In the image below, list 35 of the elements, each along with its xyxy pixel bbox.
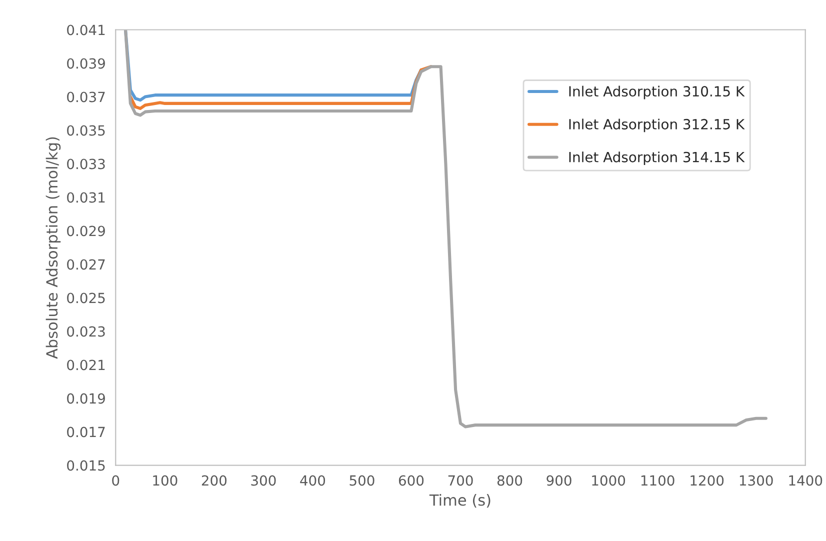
x-tick-label: 600	[398, 475, 424, 486]
x-tick-label: 800	[497, 475, 522, 486]
y-tick-label: 0.035	[67, 125, 105, 136]
y-tick-label: 0.041	[67, 24, 105, 36]
x-tick-label: 0	[112, 475, 120, 486]
x-tick-label: 1400	[789, 475, 822, 486]
x-tick-label: 1300	[740, 475, 773, 486]
y-tick-label: 0.023	[67, 326, 105, 337]
y-tick-label: 0.033	[67, 158, 105, 170]
x-tick-label: 100	[153, 475, 178, 486]
y-tick-label: 0.015	[67, 460, 105, 471]
y-tick-label: 0.025	[67, 292, 105, 304]
y-tick-label: 0.021	[67, 360, 105, 370]
y-tick-label: 0.029	[67, 226, 105, 236]
x-tick-label: 300	[251, 475, 276, 486]
y-tick-label: 0.039	[67, 58, 105, 69]
legend-label: Inlet Adsorption 310.15 K	[569, 86, 745, 100]
x-tick-label: 200	[202, 475, 226, 486]
y-tick-label: 0.031	[67, 192, 105, 203]
x-tick-label: 1200	[690, 475, 724, 486]
y-axis-title: Absolute Adsorption (mol/kg)	[46, 137, 61, 359]
line-series	[124, 30, 768, 428]
x-tick-label: 900	[546, 475, 572, 486]
legend-label: Inlet Adsorption 312.15 K	[569, 118, 745, 132]
x-tick-label: 1000	[592, 475, 626, 486]
y-tick-label: 0.017	[67, 426, 105, 438]
x-tick-label: 500	[350, 475, 374, 486]
x-tick-label: 400	[300, 475, 326, 486]
y-tick-label: 0.037	[67, 92, 105, 102]
x-tick-label: 1100	[641, 475, 674, 486]
y-tick-label: 0.019	[67, 393, 105, 404]
x-tick-label: 700	[448, 475, 473, 486]
x-axis-title: Time (s)	[429, 494, 490, 508]
y-tick-label: 0.027	[67, 259, 105, 270]
legend-label: Inlet Adsorption 314.15 K	[569, 152, 745, 166]
